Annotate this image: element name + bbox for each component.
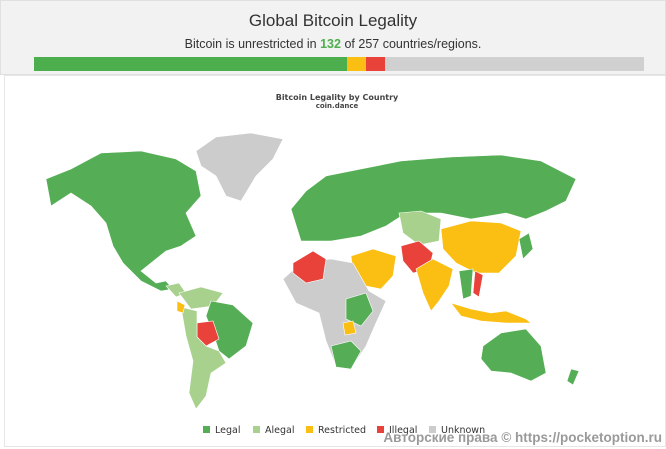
australia xyxy=(480,328,547,382)
southern-africa xyxy=(330,340,362,370)
thailand xyxy=(458,268,474,300)
east-africa xyxy=(345,292,374,327)
legend-label: Restricted xyxy=(318,425,366,436)
map: Bitcoin Legality by Country coin.dance xyxy=(45,93,580,436)
watermark: Авторские права © https://pocketoption.r… xyxy=(383,430,662,445)
new-zealand xyxy=(566,368,580,386)
regions xyxy=(45,132,580,410)
bar-segment xyxy=(366,57,386,71)
vietnam xyxy=(472,270,484,298)
map-panel: Bitcoin Legality by Country coin.dance xyxy=(4,75,666,447)
legend-swatch xyxy=(306,426,313,433)
summary-before: Bitcoin is unrestricted in xyxy=(184,37,317,51)
map-source: coin.dance xyxy=(316,102,359,110)
ecuador xyxy=(176,300,186,314)
summary-after: countries/regions. xyxy=(382,37,482,51)
algeria xyxy=(292,250,327,284)
legend: Legal Alegal Restricted Illegal Unknown xyxy=(203,425,485,436)
map-title: Bitcoin Legality by Country xyxy=(276,93,399,102)
summary-middle: of xyxy=(344,37,355,51)
page-title: Global Bitcoin Legality xyxy=(248,11,418,30)
progress-bar xyxy=(34,57,644,71)
total-count: 257 xyxy=(358,37,380,51)
eurasia xyxy=(290,154,577,242)
south-america-west xyxy=(180,306,227,410)
legend-swatch xyxy=(429,426,436,433)
legend-label: Legal xyxy=(215,425,240,436)
bar-segment xyxy=(347,57,367,71)
indonesia xyxy=(450,302,532,324)
unrestricted-count: 132 xyxy=(320,37,341,51)
africa xyxy=(282,258,387,370)
central-africa xyxy=(342,320,357,336)
greenland xyxy=(195,132,284,202)
bar-segment xyxy=(34,57,348,71)
summary-text: Bitcoin is unrestricted in 132 of 257 co… xyxy=(1,37,665,51)
legend-label: Alegal xyxy=(265,425,294,436)
china xyxy=(440,220,522,274)
bar-segment xyxy=(385,57,644,71)
legend-swatch xyxy=(377,426,384,433)
india xyxy=(415,258,454,312)
legend-label: Illegal xyxy=(389,425,417,436)
legend-swatch xyxy=(253,426,260,433)
central-asia xyxy=(398,210,442,246)
north-america xyxy=(45,150,202,292)
legend-swatch xyxy=(203,426,210,433)
japan-korea xyxy=(518,232,534,260)
legend-label: Unknown xyxy=(441,425,485,436)
